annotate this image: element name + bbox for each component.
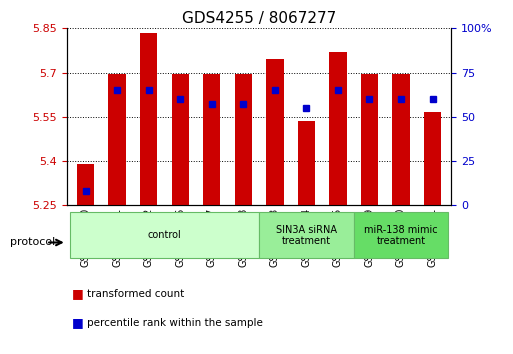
Text: protocol: protocol — [10, 238, 55, 247]
Bar — [329, 52, 347, 205]
Bar — [361, 74, 378, 205]
Bar — [234, 74, 252, 205]
Text: SIN3A siRNA
treatment: SIN3A siRNA treatment — [276, 224, 337, 246]
Bar — [424, 113, 441, 205]
FancyBboxPatch shape — [353, 212, 448, 258]
Text: miR-138 mimic
treatment: miR-138 mimic treatment — [364, 224, 438, 246]
Bar — [77, 164, 94, 205]
Title: GDS4255 / 8067277: GDS4255 / 8067277 — [182, 11, 336, 26]
Bar — [171, 74, 189, 205]
Bar — [266, 59, 284, 205]
Bar — [140, 33, 157, 205]
Text: ■: ■ — [72, 316, 84, 329]
Bar — [108, 74, 126, 205]
Bar — [392, 74, 410, 205]
Bar — [298, 121, 315, 205]
Text: transformed count: transformed count — [87, 289, 185, 299]
Bar — [203, 74, 221, 205]
FancyBboxPatch shape — [70, 212, 259, 258]
Text: percentile rank within the sample: percentile rank within the sample — [87, 318, 263, 328]
Text: control: control — [148, 230, 181, 240]
Text: ■: ■ — [72, 287, 84, 300]
FancyBboxPatch shape — [259, 212, 353, 258]
